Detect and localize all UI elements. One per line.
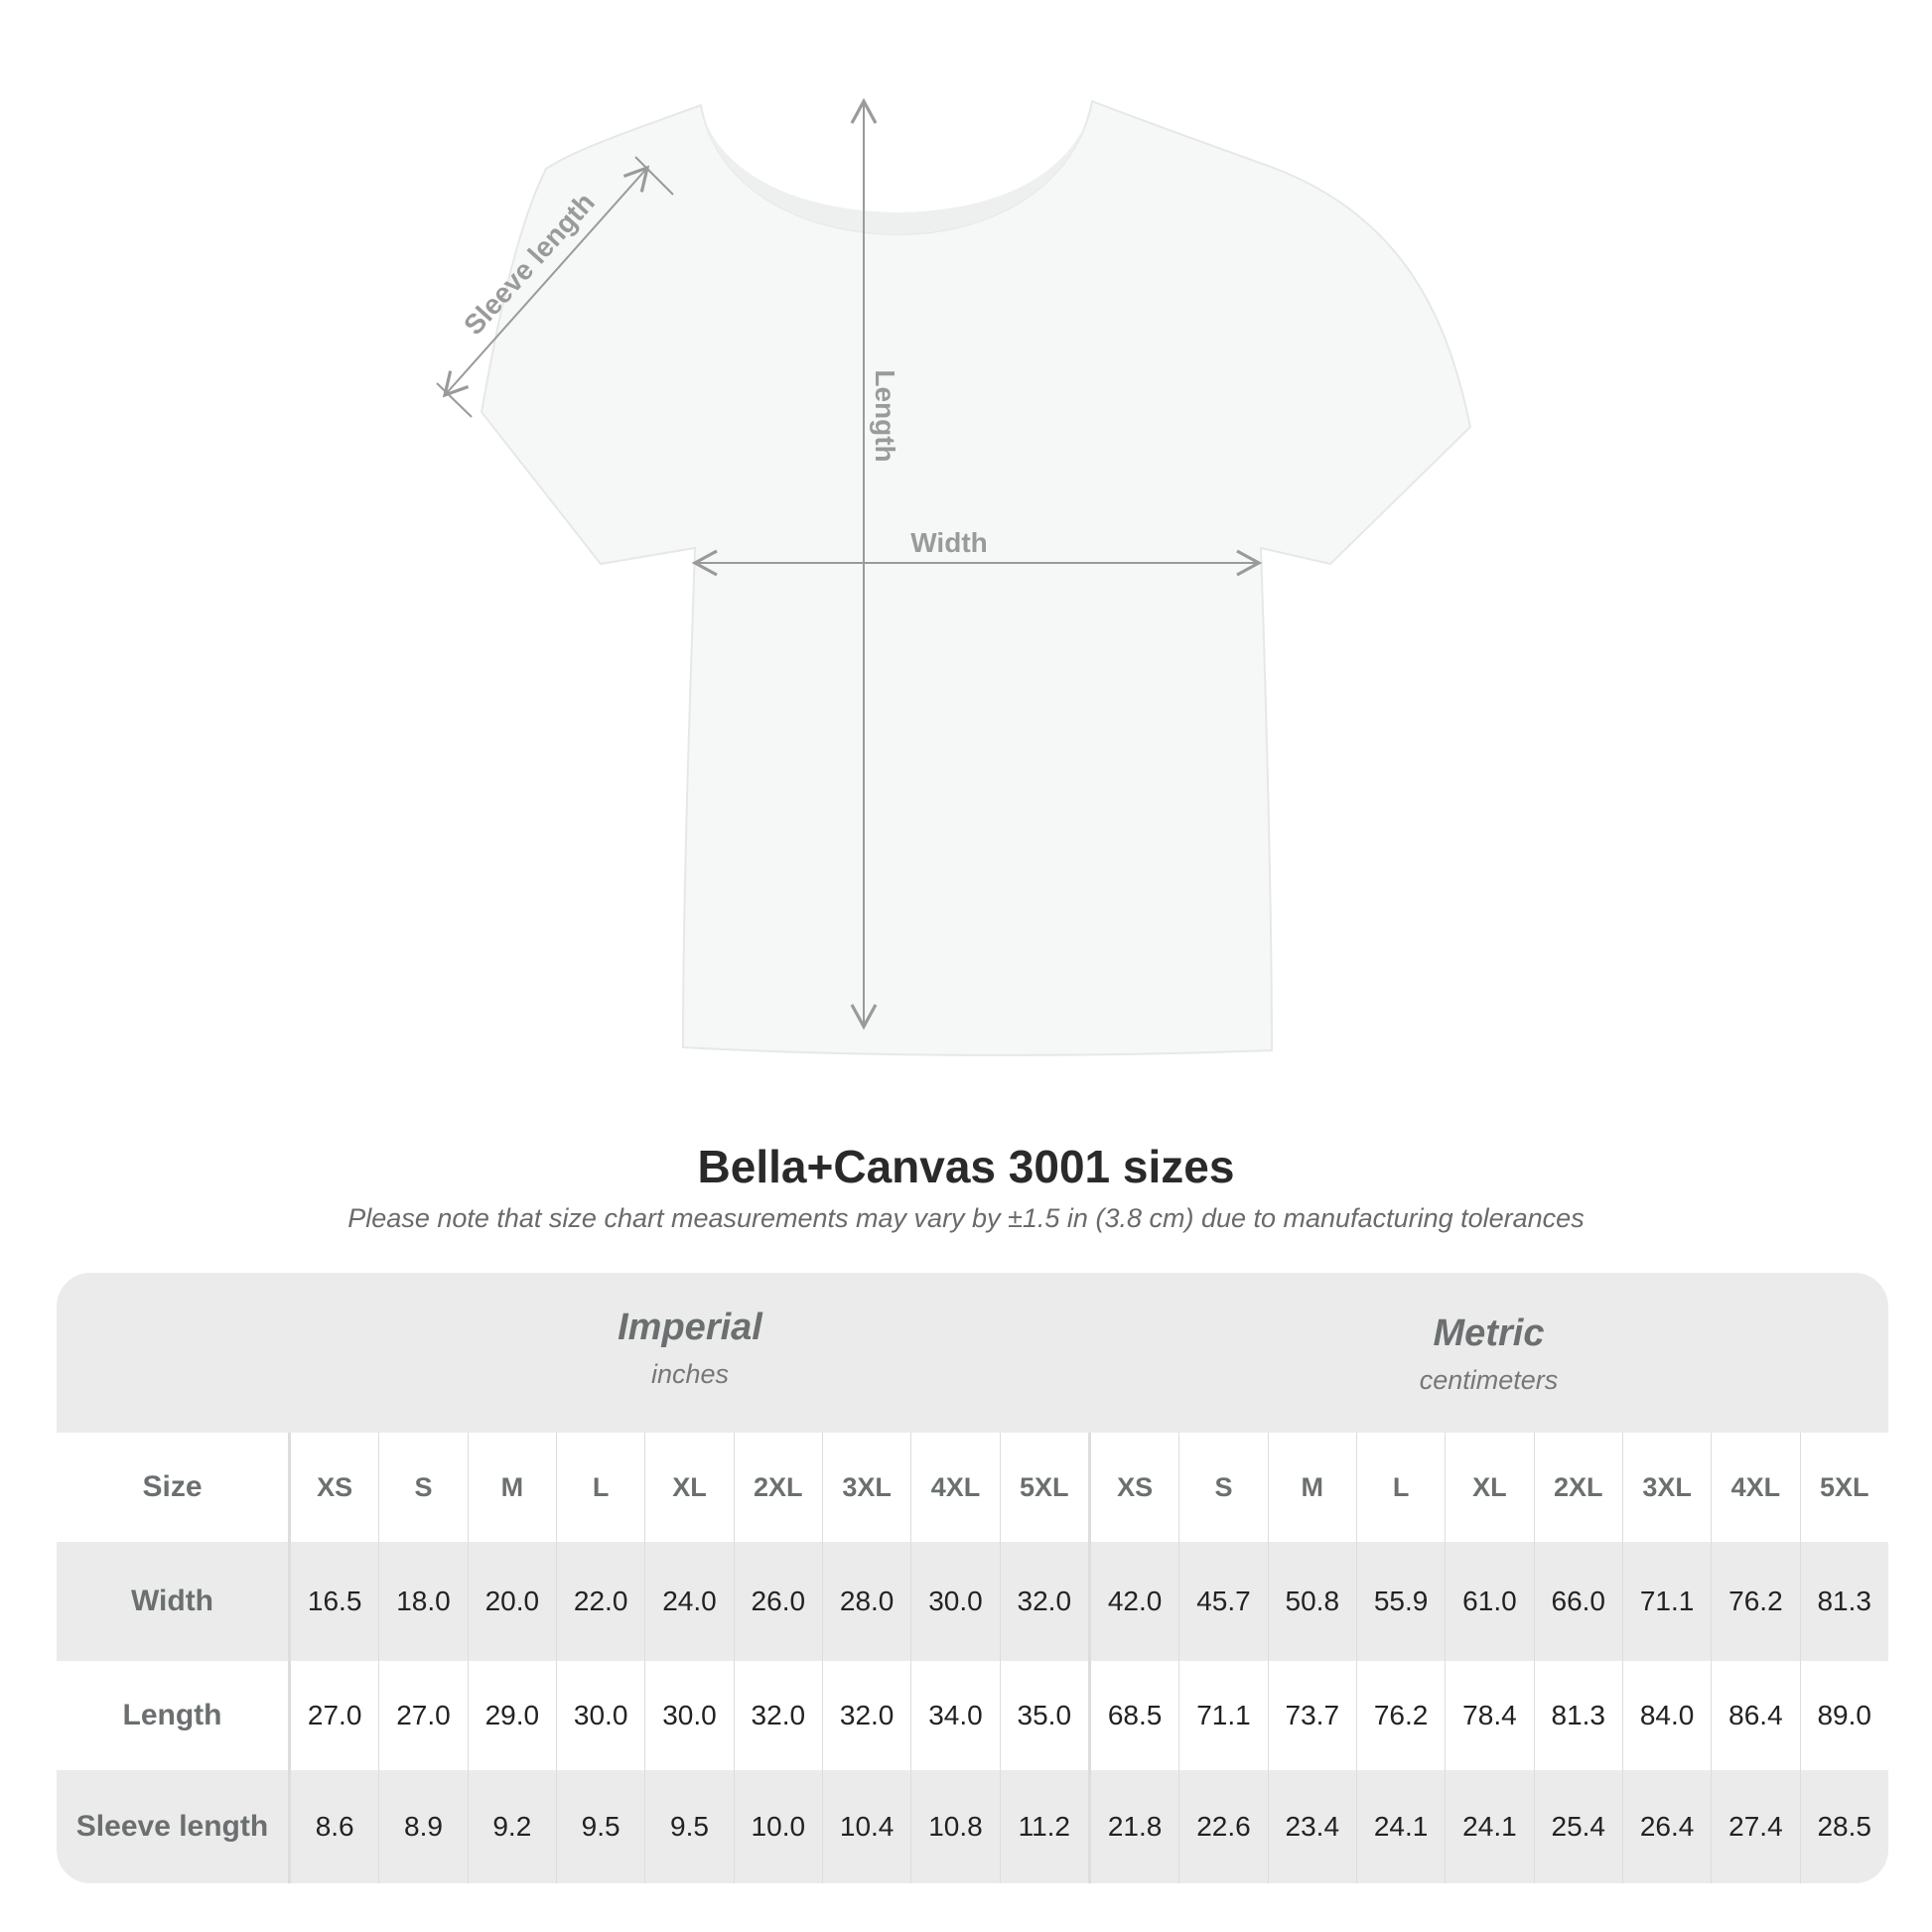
table-cell: 30.0 xyxy=(645,1661,735,1770)
table-cell: 50.8 xyxy=(1269,1542,1357,1661)
table-cell: 32.0 xyxy=(1001,1542,1091,1661)
imperial-header: Imperial inches xyxy=(291,1273,1089,1433)
table-cell: 32.0 xyxy=(735,1661,823,1770)
table-cell: 45.7 xyxy=(1179,1542,1269,1661)
table-cell: XL xyxy=(645,1433,735,1542)
table-cell: 5XL xyxy=(1819,1471,1869,1502)
table-cell: 78.4 xyxy=(1446,1661,1535,1770)
table-cell: 24.0 xyxy=(645,1542,735,1661)
table-cell: 26.4 xyxy=(1623,1770,1713,1883)
table-cell: 4XL xyxy=(911,1433,1001,1542)
table-cell: 24.1 xyxy=(1446,1770,1535,1883)
table-cell: 71.1 xyxy=(1623,1542,1713,1661)
table-cell: 27.4 xyxy=(1712,1770,1801,1883)
table-cell: 9.5 xyxy=(645,1770,735,1883)
table-cell: S xyxy=(1179,1433,1269,1542)
collar xyxy=(701,101,1092,234)
tshirt-diagram: Width Length Sleeve length xyxy=(436,97,1472,1056)
table-cell: 5XL xyxy=(1001,1433,1091,1542)
table-cell: 9.2 xyxy=(469,1770,557,1883)
table-cell: 71.1 xyxy=(1179,1661,1269,1770)
sleeve-tick xyxy=(436,382,473,418)
size-row: Size XS S M L XL 2XL 3XL 4XL 5XL XS S M L XL 2XL 3XL 4XL… xyxy=(57,1433,1888,1542)
page-title: Bella+Canvas 3001 sizes xyxy=(697,1141,1235,1192)
table-cell: 10.0 xyxy=(735,1770,823,1883)
table-cell: L xyxy=(1357,1433,1447,1542)
table-cell: 18.0 xyxy=(379,1542,469,1661)
row-label: Width xyxy=(57,1542,291,1661)
table-cell: 20.0 xyxy=(469,1542,557,1661)
table-cell: 32.0 xyxy=(823,1661,912,1770)
table-cell: 28.5 xyxy=(1817,1811,1871,1842)
table-cell: 66.0 xyxy=(1535,1542,1623,1661)
tolerance-note: Please note that size chart measurements… xyxy=(347,1203,1585,1233)
table-cell: 30.0 xyxy=(557,1661,646,1770)
sleeve-line xyxy=(442,165,650,398)
table-cell: 2XL xyxy=(1535,1433,1623,1542)
table-cell: 16.5 xyxy=(291,1542,380,1661)
table-cell: 22.0 xyxy=(557,1542,646,1661)
metric-title: Metric xyxy=(1433,1312,1545,1354)
table-cell: 9.5 xyxy=(557,1770,646,1883)
width-label: Width xyxy=(910,527,988,558)
size-table: Imperial inches Metric centimeters Size … xyxy=(57,1273,1888,1883)
table-cell: 23.4 xyxy=(1269,1770,1357,1883)
table-cell: 26.0 xyxy=(735,1542,823,1661)
table-cell: 35.0 xyxy=(1001,1661,1091,1770)
table-cell: XS xyxy=(1091,1433,1180,1542)
table-row: Length 27.0 27.0 29.0 30.0 30.0 32.0 32.0 34.0 35… xyxy=(57,1661,1888,1770)
table-cell: M xyxy=(1269,1433,1357,1542)
table-cell: 24.1 xyxy=(1357,1770,1447,1883)
table-cell: 27.0 xyxy=(379,1661,469,1770)
tshirt-shape xyxy=(480,99,1472,1056)
table-cell: 81.3 xyxy=(1817,1586,1871,1616)
row-label: Sleeve length xyxy=(57,1770,291,1883)
row-label: Length xyxy=(57,1661,291,1770)
table-cell: 29.0 xyxy=(469,1661,557,1770)
table-cell: 10.8 xyxy=(911,1770,1001,1883)
table-cell: 28.0 xyxy=(823,1542,912,1661)
table-cell: 4XL xyxy=(1712,1433,1801,1542)
table-cell: 73.7 xyxy=(1269,1661,1357,1770)
table-cell: 86.4 xyxy=(1712,1661,1801,1770)
table-cell: 61.0 xyxy=(1446,1542,1535,1661)
table-cell: 2XL xyxy=(735,1433,823,1542)
table-cell: 68.5 xyxy=(1091,1661,1180,1770)
table-cell: 42.0 xyxy=(1091,1542,1180,1661)
table-row: Width 16.5 18.0 20.0 22.0 24.0 26.0 28.0 30.0 32.… xyxy=(57,1542,1888,1661)
length-label: Length xyxy=(870,369,900,462)
table-cell: 11.2 xyxy=(1001,1770,1091,1883)
table-cell: 25.4 xyxy=(1535,1770,1623,1883)
table-cell: 34.0 xyxy=(911,1661,1001,1770)
table-cell: L xyxy=(557,1433,646,1542)
table-cell: M xyxy=(469,1433,557,1542)
table-cell: 8.6 xyxy=(291,1770,380,1883)
table-cell: 76.2 xyxy=(1357,1661,1447,1770)
table-cell: 8.9 xyxy=(379,1770,469,1883)
table-cell: S xyxy=(379,1433,469,1542)
table-cell: 76.2 xyxy=(1712,1542,1801,1661)
metric-header: Metric centimeters xyxy=(1089,1273,1888,1439)
table-cell: 10.4 xyxy=(823,1770,912,1883)
table-cell: 3XL xyxy=(1623,1433,1713,1542)
table-cell: XL xyxy=(1446,1433,1535,1542)
imperial-title: Imperial xyxy=(618,1307,762,1348)
table-cell: 84.0 xyxy=(1623,1661,1713,1770)
table-row: Sleeve length 8.6 8.9 9.2 9.5 9.5 10.0 10.4 10.8… xyxy=(57,1770,1888,1883)
table-cell: 81.3 xyxy=(1535,1661,1623,1770)
metric-unit: centimeters xyxy=(1419,1365,1559,1395)
table-cell: XS xyxy=(291,1433,380,1542)
table-cell: 55.9 xyxy=(1357,1542,1447,1661)
imperial-unit: inches xyxy=(650,1359,730,1389)
size-label: Size xyxy=(57,1433,291,1542)
table-cell: 27.0 xyxy=(291,1661,380,1770)
table-cell: 30.0 xyxy=(911,1542,1001,1661)
table-cell: 3XL xyxy=(823,1433,912,1542)
table-cell: 21.8 xyxy=(1091,1770,1180,1883)
table-cell: 89.0 xyxy=(1817,1700,1871,1730)
sleeve-tick xyxy=(634,156,674,196)
table-cell: 22.6 xyxy=(1179,1770,1269,1883)
